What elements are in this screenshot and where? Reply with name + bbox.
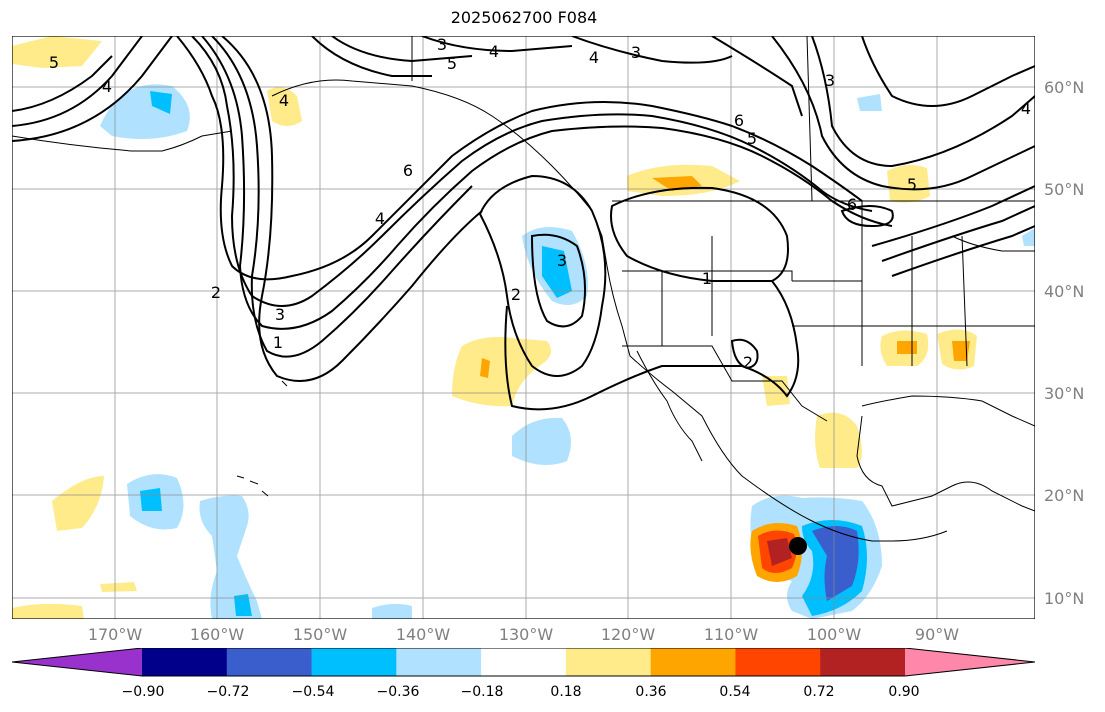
coastlines bbox=[12, 36, 1035, 542]
colorbar-segment bbox=[142, 648, 228, 676]
lat-label-40: 40°N bbox=[1044, 282, 1085, 301]
lon-label-140w: 140°W bbox=[395, 625, 451, 644]
lon-label-120w: 120°W bbox=[600, 625, 656, 644]
contour-label: 3 bbox=[437, 36, 447, 54]
forecast-map: 3 4 5 4 3 3 6 5 4 5 4 6 4 3 2 1 3 2 1 2 … bbox=[12, 36, 1035, 619]
contour-labels: 3 4 5 4 3 3 6 5 4 5 4 6 4 3 2 1 3 2 1 2 … bbox=[49, 36, 1031, 372]
colorbar-segment bbox=[565, 648, 652, 676]
contour-label: 5 bbox=[907, 175, 917, 194]
contour-label: 4 bbox=[589, 48, 599, 67]
colorbar-tick-label: 0.18 bbox=[550, 684, 582, 700]
contour-label: 4 bbox=[375, 209, 385, 228]
contour-label: 5 bbox=[447, 54, 457, 73]
lon-label-110w: 110°W bbox=[703, 625, 759, 644]
colorbar-segment bbox=[481, 648, 567, 676]
lon-label-160w: 160°W bbox=[189, 625, 245, 644]
contour-label: 4 bbox=[279, 91, 289, 110]
colorbar-tick-label: −0.90 bbox=[121, 684, 165, 700]
contour-label: 2 bbox=[743, 353, 753, 372]
lat-lon-grid bbox=[12, 36, 1035, 619]
contour-label: 1 bbox=[702, 269, 712, 288]
lon-label-170w: 170°W bbox=[87, 625, 143, 644]
contour-label: 3 bbox=[275, 305, 285, 324]
colorbar-segment bbox=[311, 648, 397, 676]
contour-label: 6 bbox=[847, 195, 857, 214]
colorbar-tick-label: 0.36 bbox=[635, 684, 667, 700]
colorbar-segment bbox=[396, 648, 482, 676]
contour-label: 3 bbox=[631, 43, 641, 62]
contour-label: 1 bbox=[273, 333, 283, 352]
colorbar-outline bbox=[12, 648, 1035, 677]
contour-lines bbox=[12, 36, 1035, 411]
colorbar-extend-high bbox=[905, 648, 1035, 676]
contour-label: 4 bbox=[102, 77, 112, 96]
contour-label: 6 bbox=[734, 111, 744, 130]
lon-label-100w: 100°W bbox=[806, 625, 862, 644]
colorbar-tick-label: 0.72 bbox=[803, 684, 835, 700]
colorbar-segment bbox=[226, 648, 313, 676]
colorbar-tick-label: −0.18 bbox=[460, 684, 504, 700]
lon-label-150w: 150°W bbox=[292, 625, 348, 644]
lat-label-10: 10°N bbox=[1044, 589, 1085, 608]
anomaly-shading bbox=[12, 36, 1035, 619]
colorbar-segment bbox=[735, 648, 821, 676]
colorbar-tick-label: 0.54 bbox=[719, 684, 751, 700]
colorbar bbox=[12, 648, 1035, 677]
colorbar-extend-low bbox=[12, 648, 142, 676]
contour-label: 3 bbox=[825, 71, 835, 90]
lat-label-50: 50°N bbox=[1044, 180, 1085, 199]
contour-label: 5 bbox=[49, 53, 59, 72]
lon-label-130w: 130°W bbox=[498, 625, 554, 644]
contour-label: 3 bbox=[557, 251, 567, 270]
lat-label-30: 30°N bbox=[1044, 384, 1085, 403]
colorbar-segment bbox=[650, 648, 736, 676]
colorbar-tick-label: 0.90 bbox=[888, 684, 920, 700]
colorbar-tick-label: −0.54 bbox=[291, 684, 335, 700]
colorbar-tick-label: −0.72 bbox=[206, 684, 250, 700]
contour-label: 5 bbox=[747, 129, 757, 148]
colorbar-segment bbox=[820, 648, 906, 676]
contour-label: 6 bbox=[403, 161, 413, 180]
lat-label-20: 20°N bbox=[1044, 486, 1085, 505]
contour-label: 2 bbox=[511, 285, 521, 304]
contour-label: 4 bbox=[1021, 99, 1031, 118]
contour-label: 4 bbox=[489, 42, 499, 61]
colorbar-tick-label: −0.36 bbox=[376, 684, 420, 700]
contour-label: 2 bbox=[211, 283, 221, 302]
lon-label-90w: 90°W bbox=[914, 625, 960, 644]
storm-center-marker bbox=[789, 537, 807, 555]
lat-label-60: 60°N bbox=[1044, 78, 1085, 97]
map-title: 2025062700 F084 bbox=[450, 8, 598, 27]
